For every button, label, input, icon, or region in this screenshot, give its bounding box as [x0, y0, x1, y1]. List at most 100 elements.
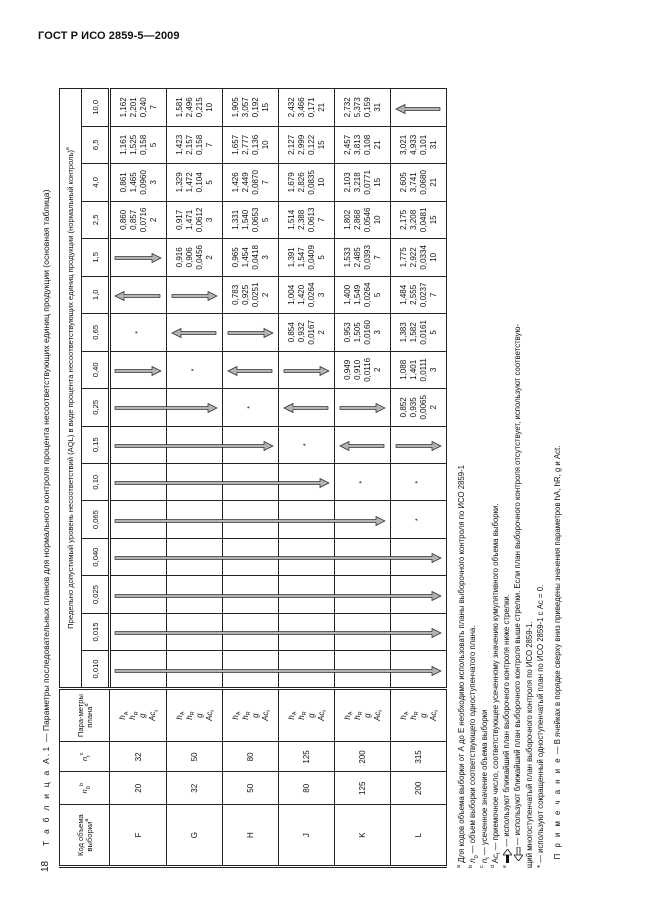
value-g: 0,0418	[250, 245, 260, 270]
value-h-r: 2,777	[240, 134, 250, 155]
value-g: 0,136	[250, 134, 260, 155]
value-ac-t: 5	[428, 330, 438, 335]
param-label: Act	[316, 710, 329, 722]
plan-values-cell: 1,088 1,401 0,0111 3	[390, 351, 447, 389]
value-ac-t: 31	[428, 140, 438, 150]
arrow-down-icon	[171, 291, 218, 302]
plan-values-cell: 1,533 2,485 0,0393 7	[334, 238, 391, 277]
footnote-e-up: — используют ближайший план выборочного …	[512, 92, 523, 868]
value-g: 0,0835	[306, 170, 316, 195]
footnote-e-up-continued: щий многоступенчатый план выборочного ко…	[524, 621, 534, 868]
sample-size-n0: 200	[390, 771, 447, 805]
plan-values-cell: 2,457 3,813 0,108 21	[334, 126, 391, 164]
value-h-r: 1,525	[128, 134, 138, 155]
value-h-r: 0,935	[408, 397, 418, 418]
value-h-a: 1,162	[118, 97, 128, 118]
reduced-plan-marker: *	[278, 426, 335, 464]
value-h-r: 3,208	[408, 209, 418, 230]
plan-values-cell: 1,905 3,057 0,192 15	[222, 88, 279, 127]
plan-values-cell: 1,004 1,420 0,0264 3	[278, 276, 335, 314]
param-label: hA	[398, 711, 411, 720]
param-label: hR	[408, 711, 421, 720]
param-label: g	[306, 713, 316, 718]
plan-values-cell: 1,423 2,157 0,158 7	[166, 126, 223, 164]
value-g: 0,0870	[250, 170, 260, 195]
value-ac-t: 15	[428, 215, 438, 225]
value-h-a: 0,783	[230, 284, 240, 305]
param-label: hR	[352, 711, 365, 720]
value-ac-t: 7	[148, 105, 158, 110]
value-h-a: 1,679	[286, 172, 296, 193]
value-ac-t: 2	[428, 405, 438, 410]
value-h-r: 2,201	[128, 97, 138, 118]
value-ac-t: 5	[204, 180, 214, 185]
value-h-a: 1,391	[286, 247, 296, 268]
value-h-r: 3,466	[296, 97, 306, 118]
value-ac-t: 3	[260, 255, 270, 260]
value-h-a: 1,329	[174, 172, 184, 193]
aql-header-11: 1,5	[81, 238, 110, 277]
plan-values-cell: 0,861 1,465 0,0960 3	[109, 163, 167, 202]
plan-values-cell: 0,854 0,932 0,0167 2	[278, 313, 335, 352]
plan-values-cell: 0,953 1,505 0,0160 3	[334, 313, 391, 352]
value-ac-t: 5	[260, 217, 270, 223]
value-h-a: 1,905	[230, 97, 240, 118]
sample-size-code: J	[278, 804, 335, 867]
caption-line: 18 Т а б л и ц а А.1 — Параметры последо…	[40, 88, 54, 872]
value-h-a: 1,657	[230, 134, 240, 155]
table-row-L: L 200 315 hA hR g Act * * 0,852 0,935 0,0065 2 1,088 1…	[390, 88, 447, 867]
value-h-a: 1,581	[174, 97, 184, 118]
arrow-down-icon	[114, 253, 162, 264]
value-h-a: 2,432	[286, 97, 296, 118]
param-labels: hA hR g Act	[109, 688, 167, 742]
value-g: 0,0116	[362, 357, 372, 382]
footnote-star: * — используют сокращенный одноступенчат…	[536, 584, 546, 868]
arrow-down-icon	[114, 516, 386, 527]
param-label: hA	[286, 711, 299, 720]
sample-size-n0: 32	[166, 771, 223, 805]
value-h-r: 3,218	[352, 172, 362, 193]
plan-values-cell: 0,917 1,471 0,0612 3	[166, 201, 223, 239]
plan-values-cell: 1,400 1,549 0,0264 5	[334, 276, 391, 314]
param-label: Act	[260, 710, 273, 722]
value-g: 0,0456	[194, 245, 204, 270]
sample-size-code: L	[390, 804, 447, 867]
value-ac-t: 5	[148, 142, 158, 148]
value-h-r: 2,449	[240, 172, 250, 193]
caption-text: — Параметры последовательных планов для …	[41, 189, 51, 745]
value-h-r: 0,906	[184, 247, 194, 268]
arrow-down-icon	[114, 441, 274, 452]
caption-label: Т а б л и ц а А.1	[41, 744, 51, 846]
table-row-K: K 125 200 hA hR g Act * 0,949 0,910 0,0116 2 0,953 1,…	[334, 88, 391, 867]
param-label: Act	[428, 710, 441, 722]
value-h-r: 2,496	[184, 97, 194, 118]
param-label: g	[194, 713, 204, 718]
reduced-plan-marker: *	[390, 463, 447, 501]
value-g: 0,0653	[250, 207, 260, 233]
aql-header-5: 0,10	[81, 463, 110, 501]
value-g: 0,0771	[362, 170, 372, 195]
arrow-down-icon	[114, 553, 442, 564]
sample-size-n0: 20	[109, 771, 167, 805]
value-ac-t: 2	[372, 367, 382, 373]
value-g: 0,0264	[306, 282, 316, 308]
arrow-down-icon	[114, 403, 218, 414]
plan-values-cell: 1,426 2,449 0,0870 7	[222, 163, 279, 202]
value-h-a: 1,400	[342, 284, 352, 305]
value-h-r: 1,472	[184, 172, 194, 193]
plan-values-cell: 1,775 2,922 0,0334 10	[390, 238, 447, 277]
value-h-a: 2,175	[398, 209, 408, 230]
value-g: 0,240	[138, 97, 148, 118]
param-label: Act	[204, 710, 217, 722]
down-arrow-icon	[502, 848, 512, 863]
header-code: Код объема выборкиa	[59, 804, 110, 867]
value-h-a: 1,802	[342, 209, 352, 230]
param-labels: hA hR g Act	[166, 688, 223, 742]
value-ac-t: 2	[204, 255, 214, 260]
plan-values-cell: 1,391 1,547 0,0409 5	[278, 238, 335, 277]
plan-values-cell: 1,581 2,496 0,215 10	[166, 88, 223, 127]
param-label: g	[418, 713, 428, 718]
param-labels: hA hR g Act	[390, 688, 447, 742]
arrow-up-icon	[283, 403, 329, 414]
sample-size-code: F	[109, 804, 167, 867]
